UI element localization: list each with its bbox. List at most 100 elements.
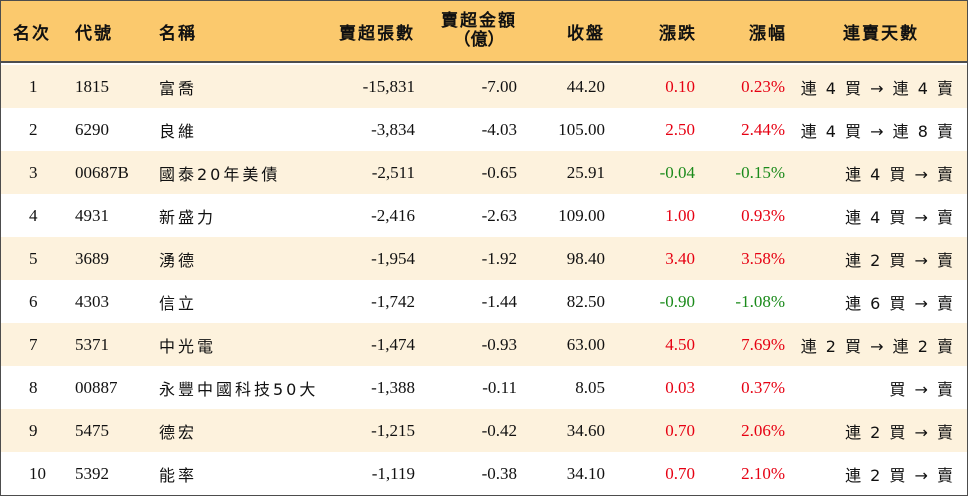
cell-streak: 連 6 買 → 賣 [845, 293, 955, 313]
cell-rank: 6 [29, 291, 38, 311]
cell-change-pct: 3.58% [741, 248, 785, 268]
cell-close: 34.60 [566, 420, 605, 440]
cell-rank: 1 [29, 76, 38, 96]
cell-rank: 10 [29, 463, 46, 483]
cell-change-pct: 0.23% [741, 76, 785, 96]
cell-name: 中光電 [159, 336, 217, 356]
cell-close: 105.00 [558, 119, 605, 139]
cell-net-sell-lots: -3,834 [371, 119, 415, 139]
cell-code: 6290 [75, 119, 109, 139]
table-row: 7 5371 中光電 -1,474 -0.93 63.00 4.50 7.69% 連 2 買 →… [1, 323, 967, 366]
cell-streak: 連 4 買 → 連 4 賣 [800, 78, 955, 98]
cell-net-sell-lots: -2,511 [371, 162, 415, 182]
cell-net-sell-amount: -2.63 [481, 205, 517, 225]
cell-name: 德宏 [159, 422, 198, 442]
table-row: 4 4931 新盛力 -2,416 -2.63 109.00 1.00 0.93% 連 4 買 … [1, 194, 967, 237]
table-row: 3 00687B 國泰20年美債 -2,511 -0.65 25.91 -0.04 -0.15… [1, 151, 967, 194]
cell-change: -0.90 [659, 291, 695, 311]
cell-streak: 買 → 賣 [889, 379, 955, 399]
cell-rank: 2 [29, 119, 38, 139]
cell-change: 1.00 [665, 205, 695, 225]
cell-close: 44.20 [566, 76, 605, 96]
cell-net-sell-lots: -1,119 [371, 463, 415, 483]
header-rank: 名次 [13, 23, 51, 44]
cell-net-sell-amount: -0.65 [481, 162, 517, 182]
cell-streak: 連 2 買 → 賣 [845, 250, 955, 270]
table-row: 9 5475 德宏 -1,215 -0.42 34.60 0.70 2.06% 連 2 買 → … [1, 409, 967, 452]
header-net-sell-amount-line2: （億） [453, 30, 505, 50]
cell-close: 109.00 [558, 205, 605, 225]
cell-change: 0.70 [665, 420, 695, 440]
cell-net-sell-lots: -2,416 [371, 205, 415, 225]
cell-streak: 連 4 買 → 連 8 賣 [800, 121, 955, 141]
cell-streak: 連 2 買 → 連 2 賣 [800, 336, 955, 356]
cell-code: 5475 [75, 420, 109, 440]
cell-name: 新盛力 [159, 207, 217, 227]
cell-net-sell-amount: -7.00 [481, 76, 517, 96]
table-row: 5 3689 湧德 -1,954 -1.92 98.40 3.40 3.58% 連 2 買 → … [1, 237, 967, 280]
cell-net-sell-amount: -4.03 [481, 119, 517, 139]
table-header: 名次 代號 名稱 賣超張數 賣超金額 （億） 收盤 漲跌 漲幅 連賣天數 [1, 1, 967, 63]
cell-code: 00887 [75, 377, 118, 397]
cell-name: 富喬 [159, 78, 198, 98]
cell-code: 3689 [75, 248, 109, 268]
table-row: 10 5392 能率 -1,119 -0.38 34.10 0.70 2.10% 連 2 買 →… [1, 452, 967, 495]
cell-code: 4931 [75, 205, 109, 225]
cell-change: 0.10 [665, 76, 695, 96]
header-close: 收盤 [567, 23, 605, 44]
cell-change-pct: 2.10% [741, 463, 785, 483]
cell-rank: 3 [29, 162, 38, 182]
cell-change-pct: 7.69% [741, 334, 785, 354]
cell-net-sell-amount: -0.38 [481, 463, 517, 483]
cell-change-pct: -0.15% [735, 162, 785, 182]
cell-change: 2.50 [665, 119, 695, 139]
cell-rank: 7 [29, 334, 38, 354]
cell-net-sell-amount: -0.42 [481, 420, 517, 440]
cell-net-sell-lots: -15,831 [362, 76, 415, 96]
cell-change: 0.03 [665, 377, 695, 397]
cell-net-sell-amount: -0.11 [482, 377, 517, 397]
cell-close: 63.00 [566, 334, 605, 354]
header-code: 代號 [75, 23, 113, 44]
cell-streak: 連 2 買 → 賣 [845, 465, 955, 485]
cell-code: 5371 [75, 334, 109, 354]
table-row: 1 1815 富喬 -15,831 -7.00 44.20 0.10 0.23% 連 4 買 →… [1, 65, 967, 108]
cell-net-sell-lots: -1,388 [371, 377, 415, 397]
cell-change-pct: 2.06% [741, 420, 785, 440]
table-row: 6 4303 信立 -1,742 -1.44 82.50 -0.90 -1.08% 連 6 買 … [1, 280, 967, 323]
header-net-sell-amount-line1: 賣超金額 [441, 11, 517, 31]
cell-change-pct: 0.93% [741, 205, 785, 225]
cell-net-sell-lots: -1,742 [371, 291, 415, 311]
cell-name: 能率 [159, 465, 198, 485]
cell-rank: 9 [29, 420, 38, 440]
cell-name: 國泰20年美債 [159, 164, 281, 184]
table-row: 8 00887 永豐中國科技50大 -1,388 -0.11 8.05 0.03 0.37% 買… [1, 366, 967, 409]
cell-net-sell-amount: -1.44 [481, 291, 517, 311]
cell-code: 4303 [75, 291, 109, 311]
header-net-sell-lots: 賣超張數 [339, 23, 415, 44]
cell-net-sell-amount: -0.93 [481, 334, 517, 354]
header-change: 漲跌 [659, 23, 697, 44]
cell-net-sell-lots: -1,474 [371, 334, 415, 354]
cell-close: 25.91 [566, 162, 605, 182]
cell-close: 98.40 [566, 248, 605, 268]
cell-change-pct: 0.37% [741, 377, 785, 397]
header-streak: 連賣天數 [843, 23, 919, 44]
cell-streak: 連 2 買 → 賣 [845, 422, 955, 442]
cell-net-sell-lots: -1,215 [371, 420, 415, 440]
header-net-sell-amount: 賣超金額 （億） [437, 1, 521, 61]
cell-change: 3.40 [665, 248, 695, 268]
cell-net-sell-amount: -1.92 [481, 248, 517, 268]
cell-code: 5392 [75, 463, 109, 483]
header-name: 名稱 [159, 23, 197, 44]
cell-close: 82.50 [566, 291, 605, 311]
cell-net-sell-lots: -1,954 [371, 248, 415, 268]
cell-name: 湧德 [159, 250, 198, 270]
cell-change-pct: -1.08% [735, 291, 785, 311]
cell-streak: 連 4 買 → 賣 [845, 164, 955, 184]
table-row: 2 6290 良維 -3,834 -4.03 105.00 2.50 2.44% 連 4 買 →… [1, 108, 967, 151]
cell-change: 0.70 [665, 463, 695, 483]
cell-streak: 連 4 買 → 賣 [845, 207, 955, 227]
cell-change-pct: 2.44% [741, 119, 785, 139]
